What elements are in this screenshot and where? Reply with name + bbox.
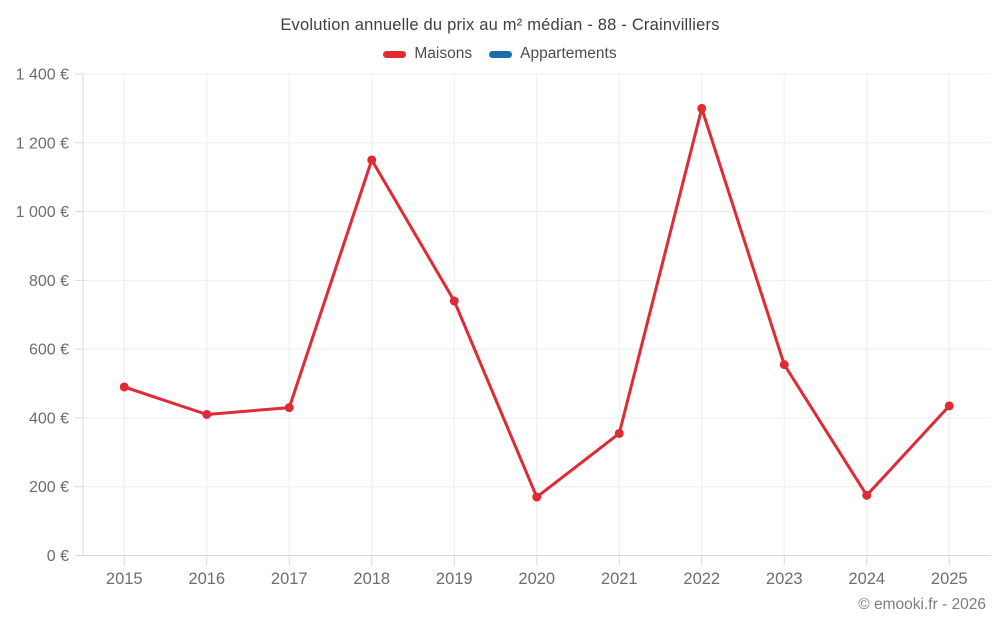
x-tick-label: 2016 (188, 570, 225, 588)
y-tick-label: 800 € (29, 273, 69, 290)
maisons-swatch-icon (383, 50, 407, 58)
x-tick-label: 2020 (518, 570, 555, 588)
data-point[interactable] (697, 103, 707, 113)
data-point[interactable] (862, 490, 872, 500)
y-tick-label: 200 € (29, 479, 69, 496)
x-tick-label: 2023 (766, 570, 803, 588)
x-tick-label: 2025 (931, 570, 968, 588)
x-tick-label: 2024 (848, 570, 885, 588)
chart-title: Evolution annuelle du prix au m² médian … (280, 16, 720, 34)
data-point[interactable] (944, 401, 954, 411)
x-tick-label: 2015 (106, 570, 143, 588)
legend-label-maisons: Maisons (414, 45, 473, 62)
data-point[interactable] (367, 155, 377, 165)
x-tick-label: 2022 (683, 570, 720, 588)
y-tick-label: 600 € (29, 342, 69, 359)
data-point[interactable] (614, 428, 624, 438)
appartements-swatch-icon (489, 50, 513, 58)
data-point[interactable] (779, 360, 789, 370)
data-point[interactable] (532, 492, 542, 502)
y-tick-label: 0 € (47, 548, 69, 565)
x-tick-label: 2021 (601, 570, 638, 588)
chart-legend: Maisons Appartements (0, 45, 1000, 63)
y-tick-label: 1 200 € (16, 135, 69, 152)
data-point[interactable] (119, 382, 129, 392)
data-point[interactable] (202, 409, 212, 419)
data-point[interactable] (284, 403, 294, 413)
x-tick-label: 2019 (436, 570, 473, 588)
copyright-text: © emooki.fr - 2026 (858, 596, 986, 613)
x-tick-label: 2018 (353, 570, 390, 588)
data-point[interactable] (449, 296, 459, 306)
legend-label-appartements: Appartements (520, 45, 617, 62)
x-tick-label: 2017 (271, 570, 308, 588)
y-tick-label: 400 € (29, 410, 69, 427)
y-tick-label: 1 400 € (16, 67, 69, 84)
y-tick-label: 1 000 € (16, 204, 69, 221)
legend-item-appartements[interactable]: Appartements (489, 45, 617, 63)
legend-item-maisons[interactable]: Maisons (383, 45, 472, 63)
